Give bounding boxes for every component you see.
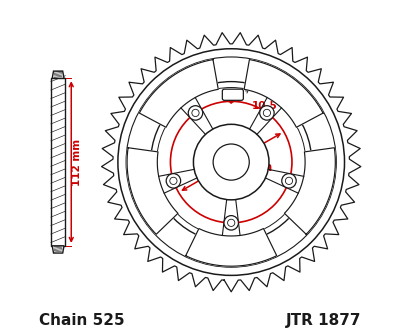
Text: 10.5: 10.5: [252, 101, 277, 111]
Text: JTR 1877: JTR 1877: [286, 313, 361, 328]
Text: 112 mm: 112 mm: [72, 139, 82, 186]
Polygon shape: [284, 148, 335, 234]
Circle shape: [282, 174, 296, 188]
Circle shape: [260, 106, 274, 120]
Polygon shape: [52, 71, 64, 78]
Circle shape: [188, 106, 203, 120]
Circle shape: [263, 109, 270, 117]
Circle shape: [170, 177, 177, 184]
Circle shape: [213, 144, 249, 180]
Circle shape: [285, 177, 293, 184]
Polygon shape: [127, 148, 178, 234]
Polygon shape: [51, 78, 65, 246]
Polygon shape: [244, 59, 323, 127]
Circle shape: [194, 124, 269, 200]
Polygon shape: [186, 228, 277, 266]
Polygon shape: [52, 246, 64, 253]
Text: 138 mm: 138 mm: [216, 161, 272, 173]
Circle shape: [228, 219, 235, 226]
Circle shape: [224, 216, 238, 230]
Polygon shape: [139, 59, 218, 127]
Circle shape: [192, 109, 199, 117]
Circle shape: [166, 174, 181, 188]
Circle shape: [118, 49, 344, 276]
Text: Chain 525: Chain 525: [39, 313, 125, 328]
FancyBboxPatch shape: [222, 89, 243, 100]
Polygon shape: [102, 33, 361, 292]
